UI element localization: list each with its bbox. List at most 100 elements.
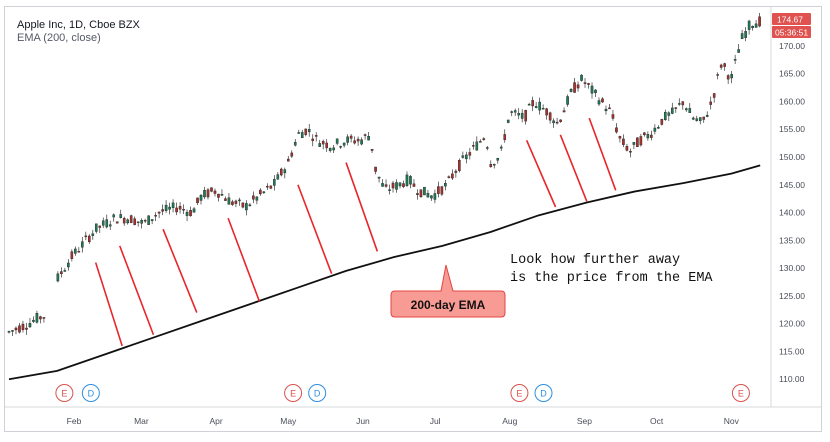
candle-body — [74, 248, 77, 254]
ema-callout-label: 200-day EMA — [411, 298, 486, 312]
candle-body — [238, 199, 241, 202]
candle-body — [632, 142, 636, 145]
candle-body — [674, 107, 678, 109]
earnings-marker[interactable] — [731, 384, 750, 402]
candle-body — [629, 151, 632, 153]
candle-body — [178, 206, 182, 210]
candle-body — [67, 262, 70, 268]
time-tick-label: Jun — [356, 416, 370, 426]
symbol-legend[interactable]: Apple Inc, 1D, Cboe BZX — [17, 19, 140, 31]
dividend-marker[interactable] — [308, 384, 327, 402]
candle-body — [224, 198, 227, 201]
candle-body — [709, 101, 713, 105]
candle-body — [608, 107, 611, 110]
candle-body — [513, 110, 517, 113]
candle-body — [580, 74, 583, 81]
candle-body — [472, 145, 475, 147]
candles-group — [7, 13, 761, 337]
candle-body — [677, 103, 681, 105]
candle-body — [87, 235, 91, 243]
candle-body — [21, 323, 25, 330]
annotation-line-1: Look how further away — [510, 253, 680, 268]
price-tick-label: 135.00 — [779, 235, 805, 245]
distance-line — [162, 228, 198, 313]
candle-body — [154, 215, 157, 217]
candle-body — [255, 196, 259, 201]
price-chart[interactable]: 110.00 115.00 120.00 125.00 130.00 135.00 140.… — [5, 7, 822, 432]
indicator-legend[interactable]: EMA (200, close) — [17, 32, 101, 44]
event-marker-label: E — [61, 389, 67, 399]
candle-body — [444, 183, 447, 187]
candle-body — [475, 141, 479, 151]
candle-body — [140, 219, 143, 224]
dividend-marker[interactable] — [81, 384, 100, 402]
candle-body — [367, 135, 370, 141]
candle-body — [98, 225, 102, 228]
candle-body — [671, 107, 674, 114]
candle-body — [147, 215, 150, 225]
candle-body — [77, 251, 81, 253]
earnings-marker[interactable] — [55, 384, 74, 402]
candle-body — [419, 189, 423, 198]
time-axis[interactable]: Feb Mar Apr May Jun Jul Aug Sep Oct Nov — [67, 416, 740, 426]
candle-body — [259, 189, 262, 195]
candle-body — [733, 59, 737, 61]
candle-body — [611, 114, 615, 119]
candle-body — [409, 176, 412, 185]
candle-body — [185, 211, 189, 216]
candle-body — [70, 251, 74, 259]
candle-body — [175, 207, 178, 213]
earnings-marker[interactable] — [284, 384, 303, 402]
dividend-marker[interactable] — [534, 384, 553, 402]
candle-body — [496, 158, 500, 161]
candle-body — [423, 186, 426, 196]
price-tick-label: 155.00 — [779, 124, 805, 134]
candle-body — [461, 155, 465, 158]
candle-body — [622, 138, 625, 145]
candle-body — [503, 134, 507, 141]
candle-body — [437, 186, 440, 194]
price-axis[interactable]: 110.00 115.00 120.00 125.00 130.00 135.00 140.… — [5, 7, 822, 408]
price-tick-label: 110.00 — [779, 374, 805, 384]
candle-body — [28, 323, 32, 328]
candle-body — [199, 194, 203, 201]
candle-body — [119, 214, 123, 218]
distance-line — [525, 140, 557, 208]
candle-body — [524, 110, 527, 122]
candle-body — [360, 139, 363, 145]
distance-line — [297, 184, 333, 274]
candle-body — [262, 191, 266, 193]
candle-body — [520, 112, 524, 119]
candle-body — [594, 89, 597, 94]
candle-body — [311, 138, 315, 141]
candle-body — [286, 158, 290, 162]
last-price-label: 174.67 — [777, 14, 803, 24]
earnings-marker[interactable] — [510, 384, 529, 402]
candle-body — [94, 223, 98, 232]
candle-body — [293, 141, 297, 146]
candle-body — [157, 211, 161, 214]
candle-body — [684, 108, 688, 111]
candle-body — [60, 271, 63, 275]
candle-body — [440, 186, 444, 195]
candle-body — [719, 64, 723, 68]
candle-body — [374, 166, 377, 172]
candle-body — [56, 273, 60, 282]
candle-body — [664, 111, 667, 121]
candle-body — [747, 20, 751, 30]
price-tick-label: 150.00 — [779, 152, 805, 162]
candle-body — [569, 89, 573, 92]
candle-body — [203, 190, 206, 198]
candle-body — [388, 189, 391, 191]
candle-body — [63, 270, 67, 272]
candle-body — [534, 106, 538, 108]
candle-body — [723, 63, 726, 67]
candle-body — [269, 185, 273, 189]
distance-lines-group — [94, 117, 617, 347]
candle-body — [304, 128, 308, 135]
price-tick-label: 140.00 — [779, 208, 805, 218]
candle-body — [377, 176, 381, 179]
candle-body — [398, 182, 402, 187]
candle-body — [189, 210, 192, 217]
candle-body — [454, 170, 458, 173]
